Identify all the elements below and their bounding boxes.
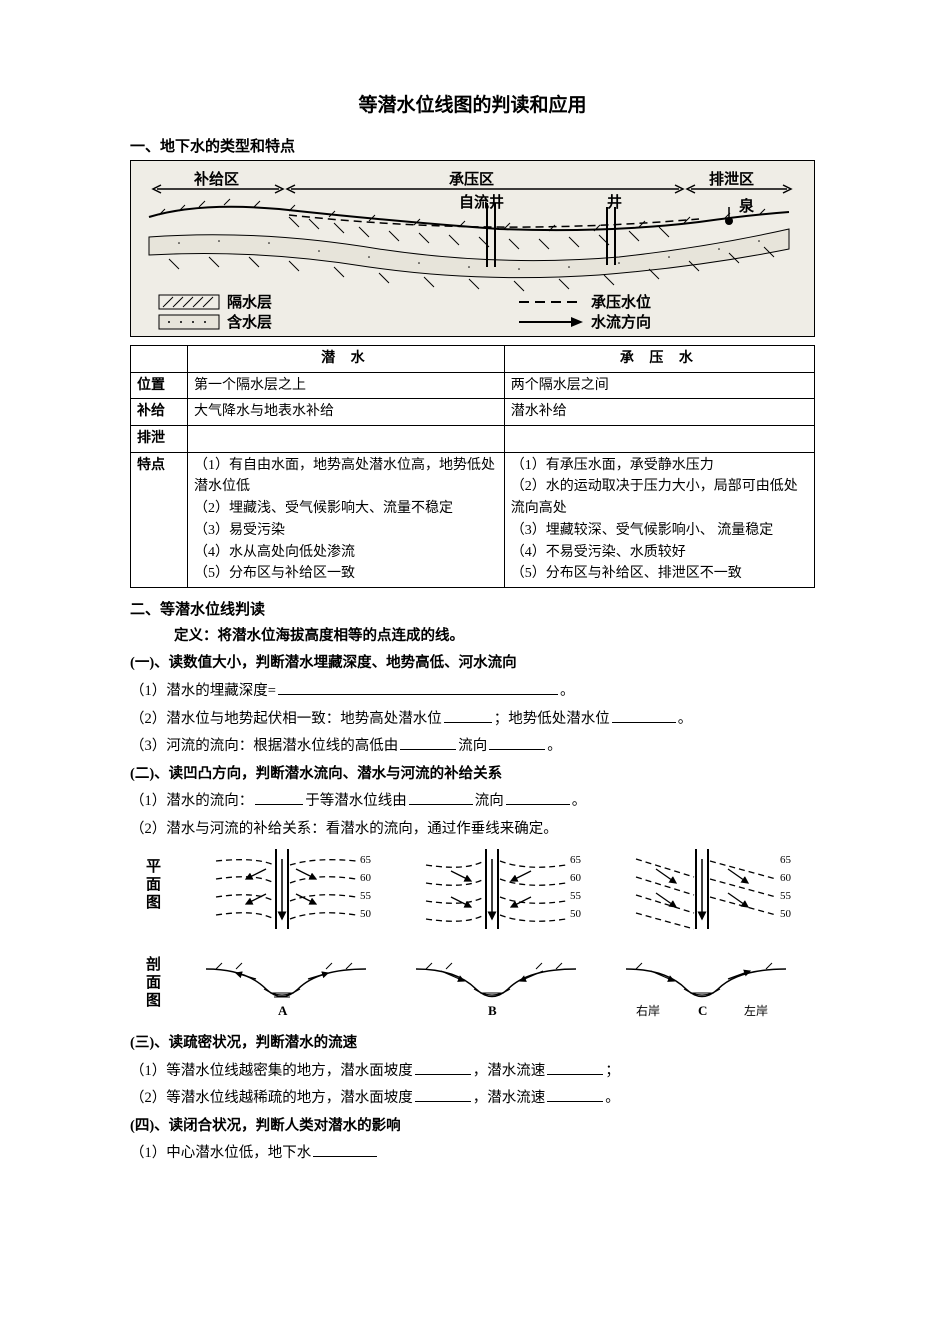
col-header-confined: 承 压 水 bbox=[504, 346, 814, 373]
legend-aquiclude: 隔水层 bbox=[227, 293, 272, 311]
sub-a-heading: (一)、读数值大小，判断潜水埋藏深度、地势高低、河水流向 bbox=[130, 650, 815, 678]
blank bbox=[506, 790, 570, 806]
svg-text:左岸: 左岸 bbox=[744, 1003, 768, 1018]
row-head-position: 位置 bbox=[131, 372, 188, 399]
cross-section-svg: 补给区 承压区 排泄区 bbox=[139, 167, 799, 332]
row-head-features: 特点 bbox=[131, 452, 188, 587]
sub-c-heading: (三)、读疏密状况，判断潜水的流速 bbox=[130, 1030, 815, 1058]
definition-line: 定义：将潜水位海拔高度相等的点连成的线。 bbox=[130, 623, 815, 651]
svg-text:55: 55 bbox=[360, 890, 372, 902]
svg-text:A: A bbox=[278, 1003, 288, 1018]
svg-text:60: 60 bbox=[780, 872, 792, 884]
svg-text:B: B bbox=[488, 1003, 497, 1018]
legend-piezometric: 承压水位 bbox=[591, 293, 651, 311]
blank bbox=[255, 790, 303, 806]
blank bbox=[415, 1059, 471, 1075]
svg-text:平: 平 bbox=[146, 858, 161, 875]
definition-label: 定义： bbox=[174, 628, 218, 644]
col-header-phreatic: 潜 水 bbox=[188, 346, 505, 373]
document-title: 等潜水位线图的判读和应用 bbox=[130, 90, 815, 117]
cell: （1）有承压水面，承受静水压力 （2）水的运动取决于压力大小，局部可由低处流向高… bbox=[504, 452, 814, 587]
cell: 大气降水与地表水补给 bbox=[188, 399, 505, 426]
cell: （1）有自由水面，地势高处潜水位高，地势低处潜水位低 （2）埋藏浅、受气候影响大… bbox=[188, 452, 505, 587]
svg-text:图: 图 bbox=[146, 894, 161, 911]
cell bbox=[504, 426, 814, 453]
table-row: 排泄 bbox=[131, 426, 815, 453]
svg-text:55: 55 bbox=[570, 890, 582, 902]
svg-text:65: 65 bbox=[780, 854, 792, 866]
table-row: 位置 第一个隔水层之上 两个隔水层之间 bbox=[131, 372, 815, 399]
sub-b-heading: (二)、读凹凸方向，判断潜水流向、潜水与河流的补给关系 bbox=[130, 761, 815, 789]
svg-text:50: 50 bbox=[780, 908, 792, 920]
blank bbox=[400, 735, 456, 751]
svg-text:65: 65 bbox=[360, 854, 372, 866]
svg-text:C: C bbox=[698, 1003, 707, 1018]
svg-text:65: 65 bbox=[570, 854, 582, 866]
blank bbox=[547, 1059, 603, 1075]
cell: 两个隔水层之间 bbox=[504, 372, 814, 399]
blank bbox=[409, 790, 473, 806]
svg-text:面: 面 bbox=[146, 974, 161, 991]
svg-text:右岸: 右岸 bbox=[636, 1003, 660, 1018]
sub-d-heading: (四)、读闭合状况，判断人类对潜水的影响 bbox=[130, 1113, 815, 1141]
sub-b-2: （2）潜水与河流的补给关系：看潜水的流向，通过作垂线来确定。 bbox=[130, 816, 815, 844]
row-head-recharge: 补给 bbox=[131, 399, 188, 426]
blank bbox=[612, 707, 676, 723]
sub-d-1: （1）中心潜水位低，地下水 bbox=[130, 1140, 815, 1168]
sub-a-1: （1）潜水的埋藏深度=。 bbox=[130, 678, 815, 706]
sub-c-1: （1）等潜水位线越密集的地方，潜水面坡度，潜水流速； bbox=[130, 1058, 815, 1086]
row-head-discharge: 排泄 bbox=[131, 426, 188, 453]
blank bbox=[313, 1142, 377, 1158]
label-recharge: 补给区 bbox=[193, 170, 239, 188]
plan-section-svg: 平面图 剖面图 bbox=[146, 849, 806, 1019]
cell: 潜水补给 bbox=[504, 399, 814, 426]
plan-section-diagram: 平面图 剖面图 bbox=[146, 849, 815, 1024]
table-row: 补给 大气降水与地表水补给 潜水补给 bbox=[131, 399, 815, 426]
svg-text:60: 60 bbox=[570, 872, 582, 884]
groundwater-table: 潜 水 承 压 水 位置 第一个隔水层之上 两个隔水层之间 补给 大气降水与地表… bbox=[130, 345, 815, 588]
svg-text:50: 50 bbox=[360, 908, 372, 920]
blank bbox=[489, 735, 545, 751]
svg-text:60: 60 bbox=[360, 872, 372, 884]
definition-text: 将潜水位海拔高度相等的点连成的线。 bbox=[218, 628, 465, 644]
label-artesian-well: 自流井 bbox=[459, 193, 504, 211]
cell bbox=[188, 426, 505, 453]
blank bbox=[278, 679, 558, 695]
sub-a-3: （3）河流的流向：根据潜水位线的高低由流向。 bbox=[130, 733, 815, 761]
svg-text:面: 面 bbox=[146, 876, 161, 893]
label-pressure-zone: 承压区 bbox=[449, 171, 494, 188]
sub-a-2: （2）潜水位与地势起伏相一致：地势高处潜水位；地势低处潜水位。 bbox=[130, 706, 815, 734]
svg-text:图: 图 bbox=[146, 992, 161, 1009]
sub-b-1: （1）潜水的流向：于等潜水位线由流向。 bbox=[130, 788, 815, 816]
blank bbox=[444, 707, 492, 723]
legend-aquifer: 含水层 bbox=[227, 313, 272, 331]
blank bbox=[547, 1087, 603, 1103]
label-well: 井 bbox=[607, 193, 622, 211]
svg-text:50: 50 bbox=[570, 908, 582, 920]
table-row: 特点 （1）有自由水面，地势高处潜水位高，地势低处潜水位低 （2）埋藏浅、受气候… bbox=[131, 452, 815, 587]
svg-text:剖: 剖 bbox=[146, 955, 161, 973]
cross-section-diagram: 补给区 承压区 排泄区 bbox=[130, 160, 815, 337]
section-1-heading: 一、地下水的类型和特点 bbox=[130, 135, 815, 156]
legend-flowdir: 水流方向 bbox=[591, 313, 651, 331]
section-2-heading: 二、等潜水位线判读 bbox=[130, 598, 815, 619]
blank bbox=[415, 1087, 471, 1103]
sub-c-2: （2）等潜水位线越稀疏的地方，潜水面坡度，潜水流速。 bbox=[130, 1085, 815, 1113]
cell: 第一个隔水层之上 bbox=[188, 372, 505, 399]
svg-text:55: 55 bbox=[780, 890, 792, 902]
label-spring: 泉 bbox=[738, 197, 755, 215]
label-discharge: 排泄区 bbox=[709, 170, 754, 188]
